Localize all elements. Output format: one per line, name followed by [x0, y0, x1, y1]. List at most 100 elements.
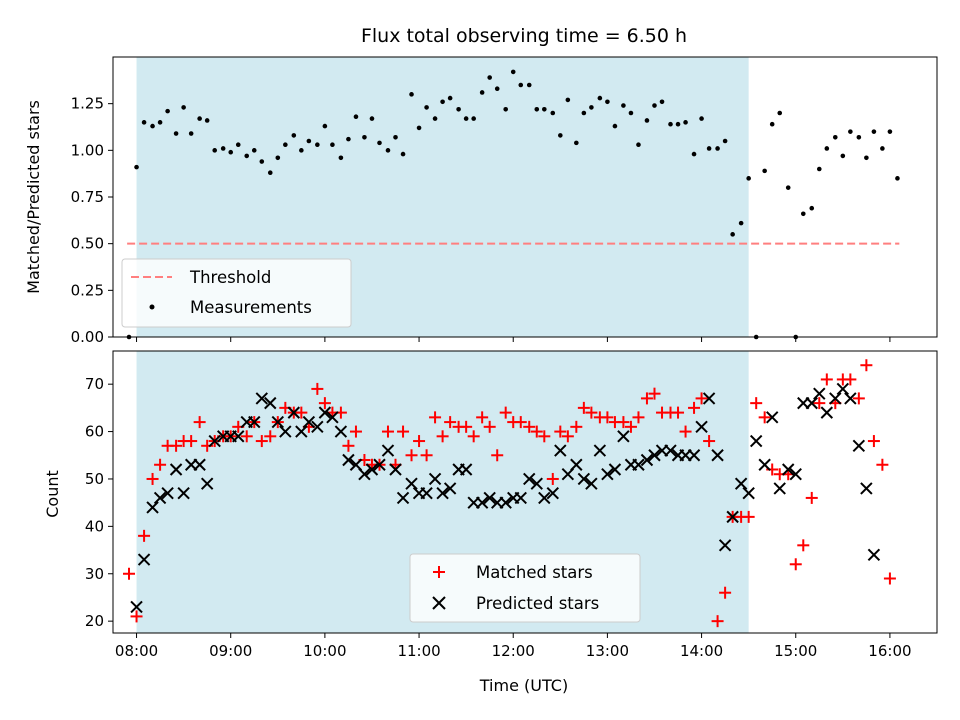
predicted-star-point — [782, 463, 795, 476]
predicted-mark-b — [420, 486, 433, 500]
predicted-mark-b — [742, 486, 755, 500]
predicted-mark-b — [514, 491, 527, 505]
y-tick-label: 1.00 — [71, 141, 104, 159]
matched-star-point — [264, 430, 277, 443]
predicted-mark-b — [146, 501, 159, 514]
matched-star-point — [154, 458, 167, 471]
matched-star-point — [554, 425, 567, 438]
predicted-mark-b — [829, 392, 842, 405]
legend-threshold-label: Threshold — [189, 268, 271, 287]
predicted-mark-b — [483, 491, 496, 505]
predicted-mark-b — [405, 477, 418, 490]
matched-star-point — [397, 425, 410, 438]
y-tick-label: 20 — [85, 612, 104, 630]
panel-counts: Count Time (UTC) 20 30 40 50 60 70 08:00 09:00… — [43, 350, 938, 695]
predicted-star-point — [585, 477, 598, 490]
measurement-point — [574, 140, 579, 146]
measurement-point — [699, 116, 704, 121]
matched-star-point — [146, 472, 159, 485]
matched-star-point — [577, 401, 590, 414]
predicted-star-point — [617, 430, 630, 443]
predicted-star-point — [326, 411, 339, 424]
measurement-point — [534, 106, 540, 112]
predicted-star-point — [381, 444, 395, 457]
y-axis-label-top: Matched/Predicted stars — [24, 100, 43, 294]
matched-star-point — [703, 435, 716, 448]
measurement-point — [353, 114, 359, 120]
predicted-mark-b — [396, 491, 410, 505]
measurement-point — [589, 105, 594, 110]
predicted-star-point — [318, 406, 332, 419]
x-tick-label: 12:00 — [492, 642, 535, 660]
predicted-star-point — [765, 411, 779, 424]
predicted-mark-b — [279, 425, 292, 438]
predicted-mark-b — [381, 444, 395, 457]
matched-star-point — [420, 449, 433, 462]
y-tick-label: 0.00 — [71, 328, 104, 346]
predicted-mark-b — [664, 444, 677, 457]
predicted-mark-b — [805, 396, 818, 410]
y-ticks-top: 0.00 0.25 0.50 0.75 1.00 1.25 — [71, 95, 113, 346]
predicted-mark-b — [153, 491, 167, 505]
measurement-point — [856, 134, 862, 140]
matched-star-point — [444, 416, 457, 429]
predicted-star-point — [742, 486, 755, 500]
measurement-point — [228, 149, 234, 155]
measurement-point — [173, 131, 179, 136]
predicted-star-point — [287, 406, 301, 419]
measurement-point — [235, 142, 241, 148]
measurement-point — [659, 99, 665, 105]
measurement-point — [510, 69, 516, 75]
predicted-mark-b — [459, 463, 473, 476]
predicted-mark-b — [264, 396, 277, 410]
matched-star-point — [491, 449, 504, 462]
predicted-mark-b — [499, 496, 512, 509]
matched-star-point — [349, 425, 362, 438]
measurement-point — [612, 123, 618, 129]
measurement-point — [722, 138, 728, 144]
predicted-star-point — [193, 458, 206, 471]
predicted-star-point — [695, 420, 708, 434]
predicted-mark-b — [577, 472, 591, 486]
predicted-star-point — [538, 491, 551, 505]
measurement-point — [157, 120, 163, 125]
chart-title: Flux total observing time = 6.50 h — [361, 25, 687, 47]
measurement-point — [291, 133, 297, 138]
measurement-point — [275, 155, 281, 161]
legend-predicted-swatch — [432, 596, 446, 610]
x-axis-label: Time (UTC) — [479, 676, 568, 695]
measurement-point — [706, 146, 712, 151]
predicted-star-point — [255, 392, 268, 405]
predicted-mark-b — [389, 463, 402, 476]
y-tick-label: 1.25 — [71, 95, 104, 113]
measurement-point — [730, 232, 735, 237]
legend-measurements-swatch — [149, 304, 155, 310]
measurement-point — [691, 151, 697, 157]
predicted-mark-b — [287, 406, 301, 419]
predicted-mark-b — [443, 482, 457, 495]
measurement-point — [880, 146, 885, 151]
matched-star-point — [883, 572, 896, 585]
predicted-mark-b — [302, 415, 316, 429]
measurement-point — [581, 110, 587, 116]
predicted-mark-b — [836, 382, 850, 396]
predicted-star-point — [146, 501, 159, 514]
x-tick-label: 15:00 — [774, 642, 817, 660]
matched-star-point — [138, 529, 151, 542]
matched-star-point — [429, 411, 442, 424]
measurement-point — [824, 146, 830, 151]
matched-star-point — [813, 397, 826, 410]
measurement-point — [440, 99, 445, 105]
predicted-star-point — [358, 468, 371, 481]
y-tick-label: 0.25 — [71, 281, 104, 299]
matched-star-point — [255, 435, 268, 448]
predicted-mark-b — [726, 510, 739, 524]
measurement-point — [463, 116, 469, 121]
matched-star-point — [805, 491, 818, 504]
matched-star-point — [672, 406, 685, 419]
measurement-point — [565, 97, 571, 103]
predicted-mark-b — [758, 458, 771, 471]
predicted-mark-b — [601, 468, 614, 481]
predicted-star-point — [734, 477, 748, 490]
